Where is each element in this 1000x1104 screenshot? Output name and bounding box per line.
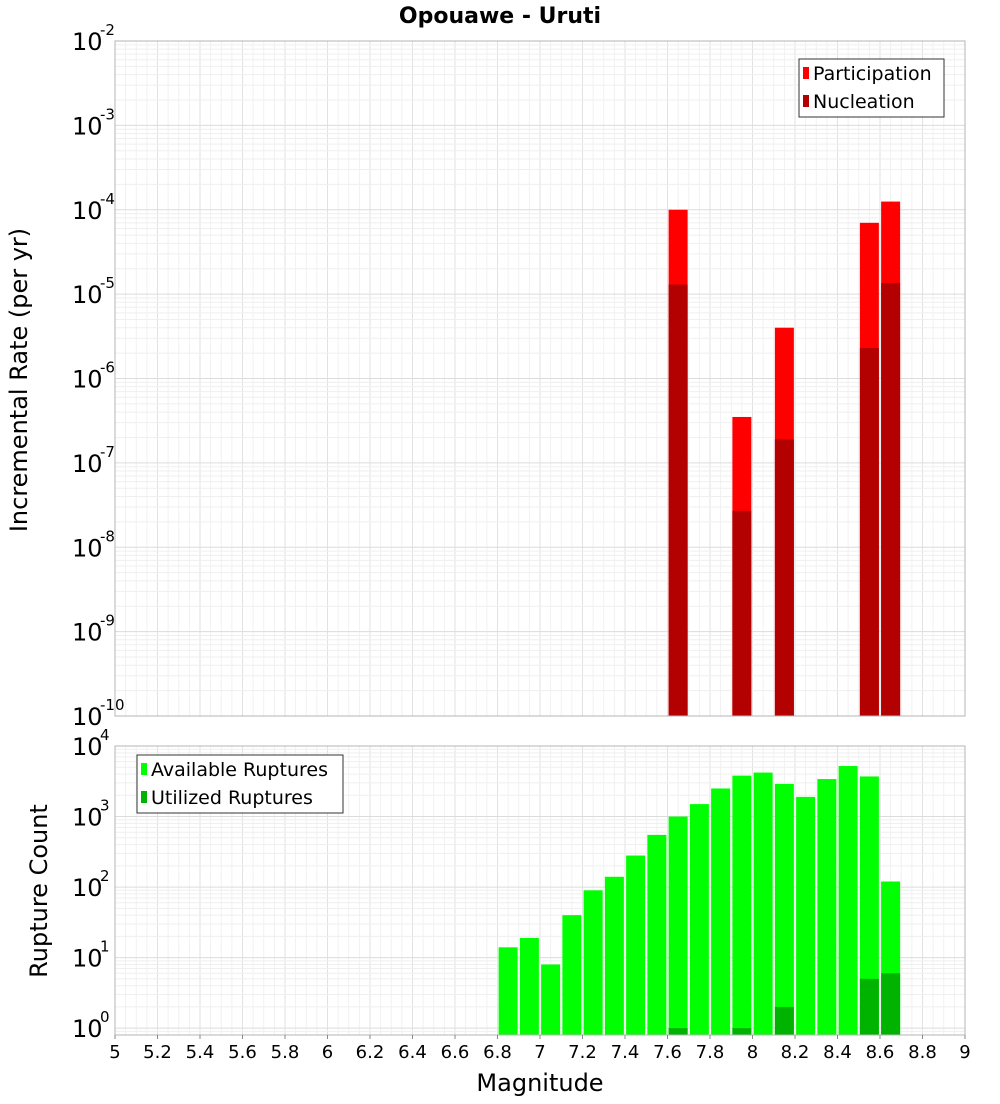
bar-nucleation	[859, 347, 879, 716]
y-tick-exponent: 4	[100, 726, 110, 744]
legend-swatch-nucleation	[803, 95, 809, 107]
legend-swatch-utilized-ruptures	[141, 791, 147, 803]
x-tick-label: 8.6	[866, 1042, 895, 1063]
x-tick-label: 8.2	[781, 1042, 810, 1063]
bar-available-ruptures	[604, 876, 624, 1035]
bar-available-ruptures	[541, 964, 561, 1035]
bar-utilized-ruptures	[881, 973, 901, 1035]
x-tick-label: 7.6	[653, 1042, 682, 1063]
y-tick-label: 10	[72, 112, 103, 140]
x-tick-label: 6.2	[356, 1042, 385, 1063]
y-tick-exponent: 2	[100, 867, 110, 885]
x-tick-label: 5.6	[228, 1042, 257, 1063]
bar-available-ruptures	[689, 804, 709, 1035]
bar-available-ruptures	[626, 855, 646, 1035]
legend-label-nucleation: Nucleation	[813, 91, 915, 113]
y-tick-label: 10	[72, 366, 103, 394]
y-tick-exponent: -8	[100, 527, 115, 545]
legend-swatch-participation	[803, 67, 809, 79]
y-tick-label: 10	[72, 703, 103, 731]
x-tick-label: 6	[322, 1042, 333, 1063]
x-tick-label: 6.4	[398, 1042, 427, 1063]
bar-utilized-ruptures	[668, 1028, 688, 1035]
x-tick-label: 7.4	[611, 1042, 640, 1063]
chart-plots: 10-1010-910-810-710-610-510-410-310-2Par…	[72, 21, 971, 1063]
bar-available-ruptures	[817, 779, 837, 1035]
bar-available-ruptures	[647, 834, 667, 1035]
legend: Participation Nucleation	[798, 58, 945, 118]
x-tick-label: 6.6	[441, 1042, 470, 1063]
bar-utilized-ruptures	[774, 1006, 794, 1035]
bar-available-ruptures	[838, 766, 858, 1035]
x-tick-label: 5.8	[271, 1042, 300, 1063]
y-tick-label: 10	[72, 534, 103, 562]
bar-available-ruptures	[583, 890, 603, 1035]
bar-available-ruptures	[711, 788, 731, 1035]
x-tick-label: 7.2	[568, 1042, 597, 1063]
bar-available-ruptures	[859, 776, 879, 1035]
chart-title: Opouawe - Uruti	[399, 4, 601, 29]
y-tick-exponent: 1	[100, 938, 110, 956]
y-tick-exponent: -10	[100, 696, 125, 714]
y-tick-exponent: -6	[100, 359, 115, 377]
x-tick-label: 8	[747, 1042, 758, 1063]
x-tick-label: 7	[534, 1042, 545, 1063]
legend-box	[798, 58, 945, 118]
legend-label-available-ruptures: Available Ruptures	[151, 759, 328, 781]
x-tick-label: 9	[959, 1042, 970, 1063]
legend-label-participation: Participation	[813, 63, 932, 85]
bar-nucleation	[774, 439, 794, 716]
bar-utilized-ruptures	[732, 1028, 752, 1035]
x-tick-label: 7.8	[696, 1042, 725, 1063]
bar-available-ruptures	[498, 947, 518, 1035]
y-tick-label: 10	[72, 197, 103, 225]
bottom-y-axis-label: Rupture Count	[25, 804, 53, 978]
y-tick-label: 10	[72, 804, 103, 832]
y-tick-label: 10	[72, 874, 103, 902]
y-tick-exponent: -4	[100, 190, 115, 208]
y-tick-label: 10	[72, 1015, 103, 1043]
y-tick-exponent: -3	[100, 105, 115, 123]
y-tick-exponent: -5	[100, 274, 115, 292]
y-tick-exponent: 3	[100, 797, 110, 815]
bar-available-ruptures	[774, 783, 794, 1035]
plot-panel-0: 10-1010-910-810-710-610-510-410-310-2Par…	[72, 21, 966, 731]
bar-available-ruptures	[796, 796, 816, 1035]
legend-swatch-available-ruptures	[141, 763, 147, 775]
x-axis-label: Magnitude	[476, 1069, 603, 1097]
x-tick-label: 6.8	[483, 1042, 512, 1063]
y-tick-label: 10	[72, 28, 103, 56]
y-tick-exponent: -9	[100, 612, 115, 630]
x-tick-label: 8.8	[908, 1042, 937, 1063]
bar-available-ruptures	[519, 937, 539, 1035]
bar-nucleation	[881, 283, 901, 716]
y-tick-label: 10	[72, 450, 103, 478]
y-tick-label: 10	[72, 733, 103, 761]
plot-frame	[114, 40, 966, 717]
x-tick-label: 5	[109, 1042, 120, 1063]
x-tick-label: 8.4	[823, 1042, 852, 1063]
y-tick-exponent: -2	[100, 21, 115, 39]
x-tick-label: 5.2	[143, 1042, 172, 1063]
y-tick-exponent: -7	[100, 443, 115, 461]
y-tick-label: 10	[72, 281, 103, 309]
legend-label-utilized-ruptures: Utilized Ruptures	[151, 787, 313, 809]
bar-available-ruptures	[732, 775, 752, 1035]
top-y-axis-label: Incremental Rate (per yr)	[5, 228, 33, 532]
bar-available-ruptures	[668, 816, 688, 1035]
legend-box	[136, 754, 344, 814]
bar-nucleation	[668, 284, 688, 716]
bar-utilized-ruptures	[859, 978, 879, 1035]
legend: Available Ruptures Utilized Ruptures	[136, 754, 344, 814]
x-tick-label: 5.4	[186, 1042, 215, 1063]
bar-nucleation	[732, 510, 752, 716]
y-tick-label: 10	[72, 945, 103, 973]
y-tick-label: 10	[72, 619, 103, 647]
y-tick-exponent: 0	[100, 1008, 110, 1026]
bar-available-ruptures	[753, 772, 773, 1035]
bar-available-ruptures	[562, 915, 582, 1035]
